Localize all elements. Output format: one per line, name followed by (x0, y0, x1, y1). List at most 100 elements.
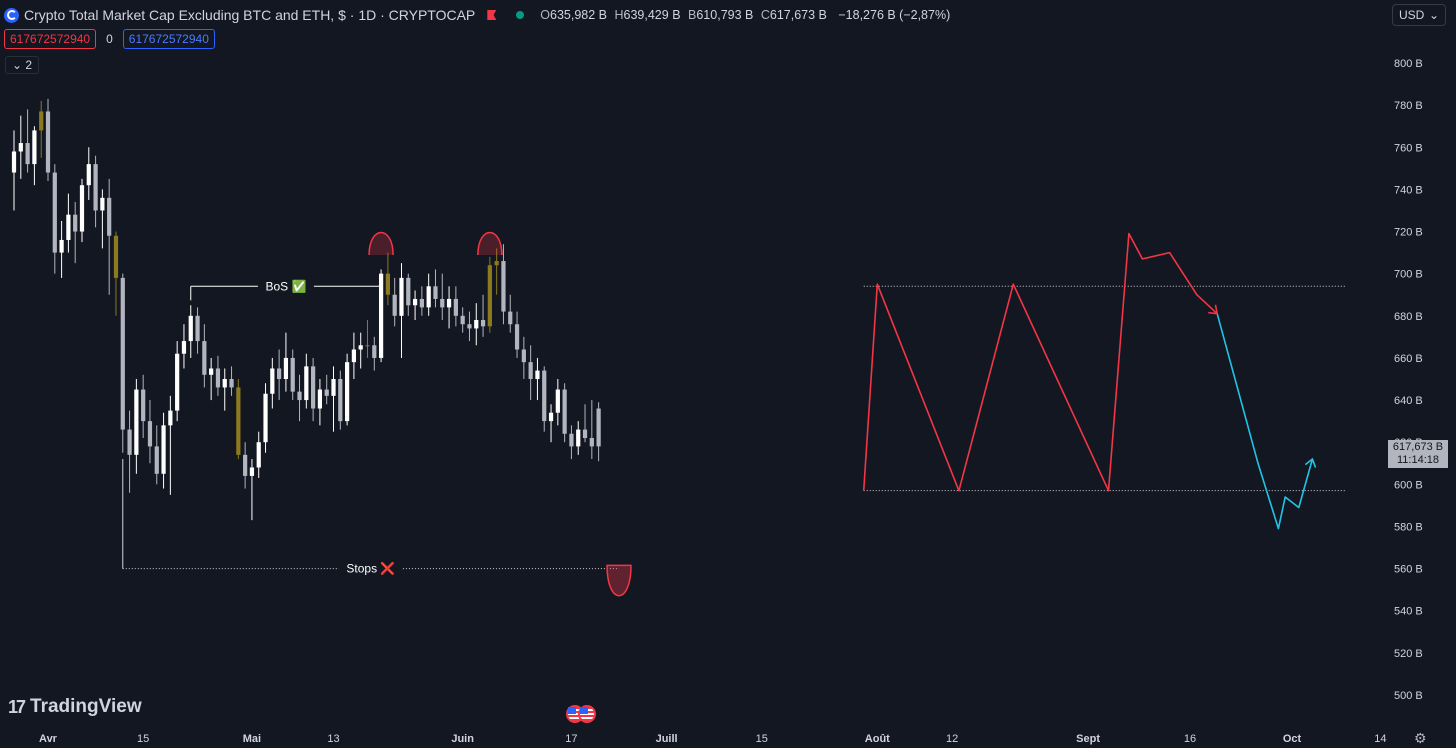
candle-body (548, 412, 554, 422)
chevron-down-icon: ⌄ (12, 58, 23, 72)
x-tick-label: Sept (1076, 733, 1100, 745)
candle-body (521, 349, 526, 363)
candle-body (399, 277, 404, 316)
candle-body (351, 349, 357, 363)
arrowhead-red (1208, 304, 1219, 315)
bos-label: BoS ✅ (265, 279, 306, 293)
x-tick-label: Août (865, 733, 890, 745)
high-label: H (614, 8, 624, 22)
candle-body (589, 437, 594, 447)
top-arc (368, 231, 394, 255)
candle-body (209, 368, 214, 375)
candle-body (45, 111, 51, 173)
candle-body (596, 408, 601, 447)
candle-body (297, 391, 302, 401)
candle-body (344, 362, 350, 422)
y-tick-label: 500 B (1394, 690, 1423, 702)
collapse-count: 2 (25, 58, 33, 72)
projection-blue-line (1216, 313, 1314, 530)
candle-body (52, 172, 57, 253)
economic-events[interactable] (566, 705, 596, 723)
ohlc-values: O635,982 B H639,429 B B610,793 B C617,67… (540, 8, 950, 22)
indicator-values: 617672572940 0 617672572940 (4, 29, 215, 49)
candle-body (562, 389, 567, 434)
candle-body (440, 298, 445, 308)
candle-body (127, 429, 132, 455)
candle-body (446, 298, 452, 308)
candle-body (582, 429, 588, 438)
flag-icon[interactable] (487, 10, 497, 20)
low-label: B (688, 8, 697, 22)
candle-body (243, 454, 248, 476)
candle-body (528, 362, 533, 379)
candle-body (385, 273, 390, 295)
candle-body (290, 357, 295, 392)
y-tick-label: 680 B (1394, 311, 1423, 323)
indicator-red-value[interactable]: 617672572940 (4, 29, 97, 49)
candle-body (358, 345, 363, 350)
candle-body (222, 379, 227, 388)
candle-body (535, 370, 540, 379)
candle-body (263, 393, 268, 443)
y-tick-label: 660 B (1394, 353, 1423, 365)
candle-body (32, 130, 37, 165)
stops-label: Stops ❌ (346, 562, 395, 576)
x-tick-label: Juin (451, 733, 474, 745)
candle-body (120, 277, 125, 430)
candle-body (311, 366, 316, 409)
candle-body (256, 442, 261, 468)
symbol-title[interactable]: Crypto Total Market Cap Excluding BTC an… (24, 7, 476, 23)
candle-body (460, 315, 465, 325)
chevron-down-icon: ⌄ (1428, 8, 1439, 22)
candle-body (141, 389, 146, 422)
last-price-tag: 617,673 B 11:14:18 (1388, 440, 1448, 468)
market-status-icon (516, 11, 525, 19)
candle-body (392, 294, 397, 316)
candle-body (188, 315, 193, 342)
open-value: 635,982 B (550, 8, 608, 22)
low-value: 610,793 B (696, 8, 754, 22)
y-tick-label: 780 B (1394, 100, 1423, 112)
collapse-indicators-button[interactable]: ⌄ 2 (5, 56, 40, 74)
candle-body (25, 143, 30, 165)
candle-body (514, 324, 520, 350)
us-flag-icon[interactable] (578, 705, 596, 723)
arrowhead-blue (1304, 457, 1317, 468)
candle-body (107, 197, 112, 236)
top-arc (477, 231, 503, 255)
gear-icon[interactable]: ⚙ (1414, 730, 1427, 746)
candle-body (147, 421, 153, 447)
candle-body (412, 298, 418, 306)
candle-body (487, 265, 492, 327)
tradingview-logo-icon: 17 (8, 696, 26, 717)
x-tick-label: Juill (656, 733, 678, 745)
candle-body (494, 261, 499, 266)
candle-body (419, 298, 424, 308)
candle-body (202, 341, 207, 375)
y-tick-label: 800 B (1394, 58, 1423, 70)
candle-body (474, 320, 479, 329)
currency-label: USD (1399, 8, 1425, 22)
candle-body (66, 214, 71, 240)
x-tick-label: Avr (39, 733, 58, 745)
candle-body (175, 353, 180, 411)
close-value: 617,673 B (769, 8, 827, 22)
candle-body (181, 341, 187, 354)
brand-name: TradingView (30, 696, 142, 717)
candle-body (372, 345, 377, 358)
candle-body (467, 324, 472, 329)
tradingview-logo[interactable]: 17 TradingView (8, 696, 142, 718)
bottom-arc (606, 564, 632, 597)
last-price-value: 617,673 B (1392, 441, 1444, 453)
candle-body (86, 164, 91, 186)
x-tick-label: Oct (1283, 733, 1302, 745)
indicator-blue-value[interactable]: 617672572940 (122, 29, 215, 49)
x-tick-label: 12 (946, 733, 958, 745)
candle-body (215, 368, 221, 388)
indicator-zero: 0 (106, 32, 113, 46)
y-tick-label: 520 B (1394, 648, 1423, 660)
candle-body (195, 315, 200, 342)
currency-selector[interactable]: USD ⌄ (1392, 4, 1446, 26)
candle-body (331, 379, 336, 396)
